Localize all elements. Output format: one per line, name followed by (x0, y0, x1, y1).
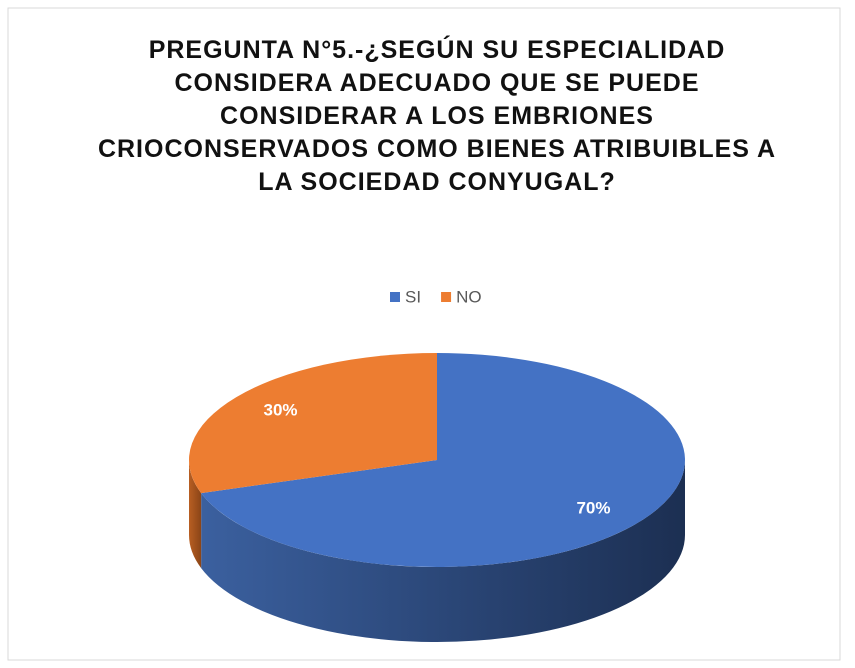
data-label: 30% (263, 400, 297, 419)
data-label: 70% (576, 499, 610, 518)
legend-swatch (390, 292, 400, 302)
slice (201, 353, 685, 567)
chart-title: PREGUNTA N°5.-¿SEGÚN SU ESPECIALIDAD CON… (97, 36, 777, 196)
legend-swatch (441, 292, 452, 302)
slice (188, 352, 437, 494)
slice-side (201, 460, 685, 642)
legend-label: SI (405, 287, 421, 306)
legend-label: NO (456, 287, 482, 306)
slice-side (189, 460, 202, 569)
